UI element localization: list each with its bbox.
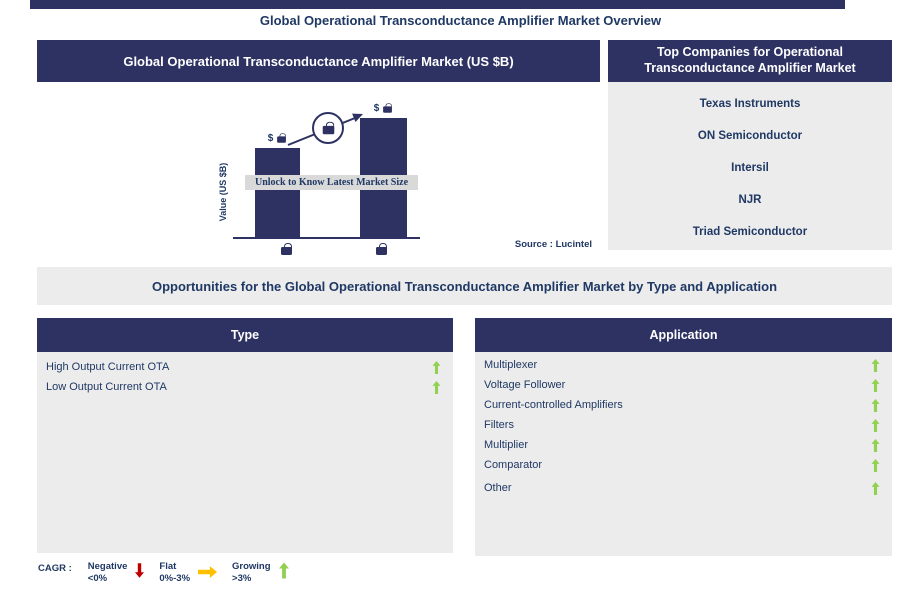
market-size-header: Global Operational Transconductance Ampl… [37, 40, 600, 82]
flat-arrow-icon [198, 566, 217, 578]
type-panel: Type High Output Current OTA Low Output … [37, 318, 453, 553]
top-companies-panel: Top Companies for Operational Transcondu… [608, 40, 892, 250]
market-size-chart: Value (US $B) $ $ Unlock to Know Latest … [37, 82, 600, 258]
y-axis-label: Value (US $B) [218, 162, 228, 222]
legend-range: 0%-3% [159, 573, 191, 585]
growing-arrow-icon [871, 399, 880, 412]
lock-icon [376, 243, 387, 255]
growing-arrow-icon [871, 459, 880, 472]
growing-arrow-icon [871, 359, 880, 372]
legend-name: Negative [87, 561, 128, 572]
opportunities-banner: Opportunities for the Global Operational… [37, 267, 892, 305]
legend-range: >3% [232, 573, 252, 585]
unlock-cta[interactable]: Unlock to Know Latest Market Size [245, 175, 418, 190]
type-item: Low Output Current OTA [37, 377, 453, 397]
cagr-legend: CAGR : Negative <0% Flat 0%-3% Growing >… [38, 561, 304, 586]
legend-entry-negative: Negative <0% [88, 561, 145, 586]
lock-icon [277, 133, 287, 143]
market-bar-start [255, 148, 300, 237]
growing-arrow-icon [432, 381, 441, 394]
bar-start-locked-value: $ [255, 132, 300, 144]
type-list: High Output Current OTA Low Output Curre… [37, 352, 453, 553]
growing-arrow-icon [871, 482, 880, 495]
growing-arrow-icon [432, 361, 441, 374]
market-size-panel: Global Operational Transconductance Ampl… [37, 40, 600, 258]
application-item: Voltage Follower [475, 375, 892, 395]
cagr-label: CAGR : [38, 563, 72, 574]
application-item: Current-controlled Amplifiers [475, 395, 892, 415]
type-header: Type [37, 318, 453, 352]
lock-icon [322, 121, 334, 135]
x-axis-line [233, 237, 420, 239]
application-header: Application [475, 318, 892, 352]
dollar-label: $ [267, 132, 274, 144]
growing-arrow-icon [279, 562, 289, 579]
top-accent-bar [30, 0, 845, 9]
growing-arrow-icon [871, 439, 880, 452]
application-item: Multiplier [475, 435, 892, 455]
locked-cagr-circle [312, 112, 344, 144]
companies-list: Texas Instruments ON Semiconductor Inter… [608, 82, 892, 250]
legend-range: <0% [87, 573, 108, 585]
growing-arrow-icon [871, 419, 880, 432]
application-panel: Application Multiplexer Voltage Follower… [475, 318, 892, 556]
application-item: Filters [475, 415, 892, 435]
application-item: Comparator [475, 455, 892, 475]
company-item: NJR [738, 194, 762, 206]
page-title: Global Operational Transconductance Ampl… [259, 13, 662, 28]
application-list: Multiplexer Voltage Follower Current-con… [475, 352, 892, 556]
x-tick-lock-end [376, 242, 387, 260]
dollar-label: $ [373, 102, 380, 114]
top-companies-header: Top Companies for Operational Transcondu… [608, 40, 892, 82]
source-note: Source : Lucintel [514, 239, 592, 250]
type-item: High Output Current OTA [37, 357, 453, 377]
company-item: Triad Semiconductor [692, 226, 808, 238]
legend-entry-growing: Growing >3% [232, 561, 289, 586]
application-item: Multiplexer [475, 355, 892, 375]
company-item: ON Semiconductor [697, 130, 803, 142]
lock-icon [383, 103, 393, 113]
company-item: Intersil [731, 162, 769, 174]
x-tick-lock-start [281, 242, 292, 260]
legend-entry-flat: Flat 0%-3% [159, 561, 217, 586]
legend-name: Growing [232, 561, 271, 572]
company-item: Texas Instruments [699, 98, 801, 110]
growing-arrow-icon [871, 379, 880, 392]
negative-arrow-icon [135, 563, 144, 578]
legend-name: Flat [159, 561, 177, 572]
trend-arrow [287, 113, 363, 146]
application-item: Other [475, 478, 892, 498]
bar-end-locked-value: $ [360, 102, 407, 114]
lock-icon [281, 243, 292, 255]
